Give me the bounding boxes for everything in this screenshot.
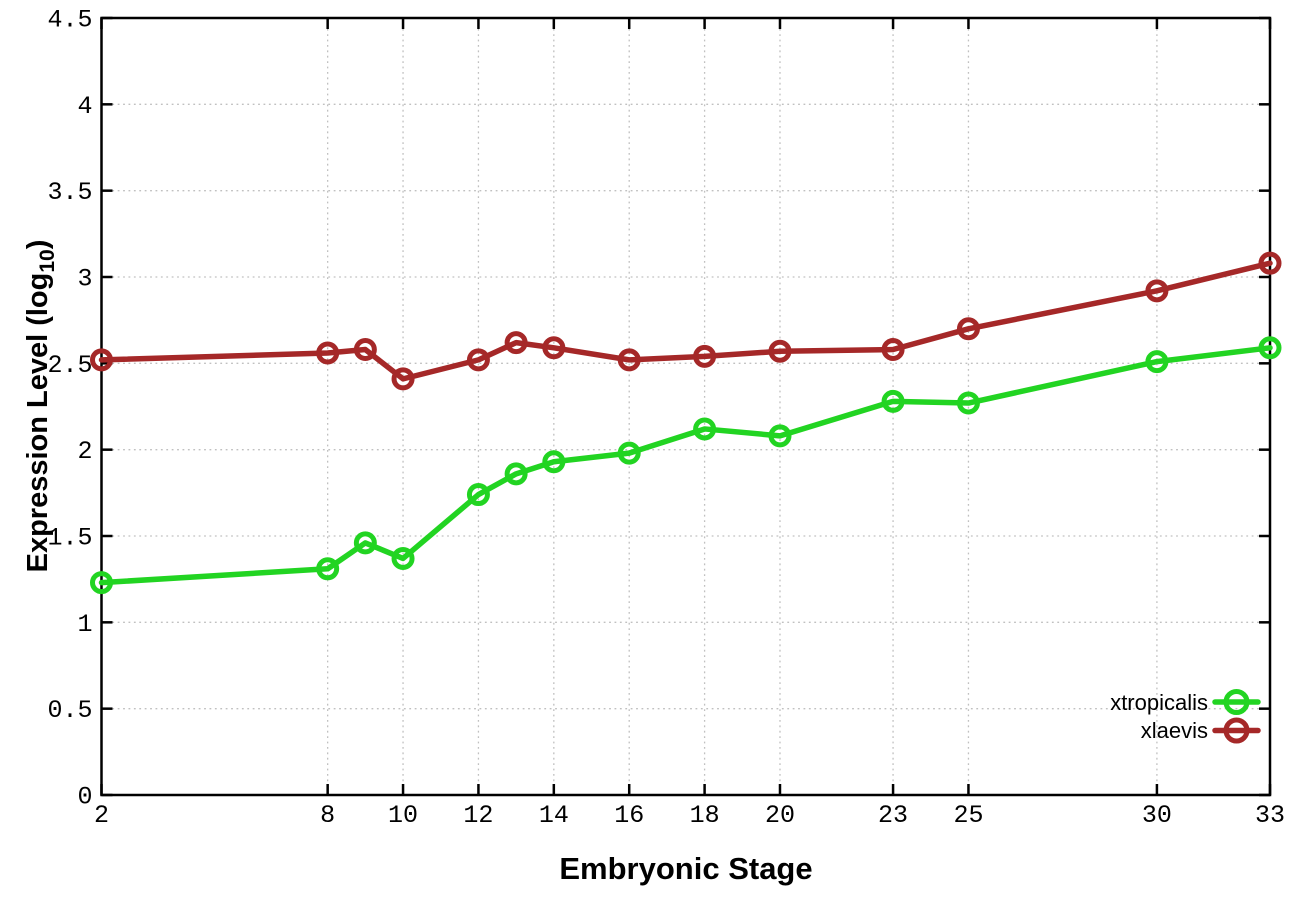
x-tick-label: 12: [463, 801, 493, 830]
data-point-xtropicalis: [956, 391, 980, 415]
y-tick-label: 4: [77, 92, 92, 121]
x-tick-label: 25: [953, 801, 983, 830]
data-point-xlaevis: [542, 336, 566, 360]
data-point-xlaevis: [617, 348, 641, 372]
y-tick-label: 1: [77, 610, 92, 639]
data-point-xtropicalis: [693, 417, 717, 441]
data-point-xtropicalis: [353, 531, 377, 555]
legend-marker-xlaevis: [1223, 717, 1250, 744]
plot-generated-layer: 2 8 10 12 14 16 18 20 23 25 30 33 0 0.5 1 1.5 2 2.5 3 3.5 4 4…: [47, 6, 1285, 831]
y-tick-label: 2.5: [47, 351, 92, 380]
data-point-xtropicalis: [504, 462, 528, 486]
y-axis-title-subscript: 10: [36, 249, 59, 272]
data-point-xlaevis: [466, 348, 490, 372]
legend-label-xlaevis: xlaevis: [1141, 718, 1208, 743]
data-point-xlaevis: [1145, 279, 1169, 303]
data-point-xlaevis: [504, 331, 528, 355]
data-point-xlaevis: [956, 317, 980, 341]
x-tick-label: 20: [765, 801, 795, 830]
y-tick-label: 3.5: [47, 178, 92, 207]
x-tick-label: 18: [690, 801, 720, 830]
data-point-xlaevis: [693, 344, 717, 368]
data-point-xlaevis: [1258, 251, 1282, 275]
data-point-xlaevis: [881, 338, 905, 362]
data-point-xtropicalis: [542, 450, 566, 474]
data-point-xlaevis: [768, 339, 792, 363]
data-point-xtropicalis: [1258, 336, 1282, 360]
data-point-xtropicalis: [466, 483, 490, 507]
data-point-xlaevis: [316, 341, 340, 365]
data-point-xtropicalis: [316, 557, 340, 581]
y-tick-label: 1.5: [47, 524, 92, 553]
data-point-xlaevis: [90, 348, 113, 372]
x-tick-label: 16: [614, 801, 644, 830]
y-tick-label: 0: [77, 783, 92, 812]
y-axis-title-post: ): [22, 240, 54, 250]
y-axis-title-pre: Expression Level (log: [22, 273, 54, 573]
data-point-xlaevis: [391, 367, 415, 391]
x-tick-label: 8: [320, 801, 335, 830]
x-tick-label: 10: [388, 801, 418, 830]
y-tick-label: 4.5: [47, 6, 92, 35]
series-line-xlaevis: [98, 260, 1273, 382]
x-tick-label: 33: [1255, 801, 1285, 830]
y-tick-label: 2: [77, 437, 92, 466]
data-point-xtropicalis: [1145, 350, 1169, 374]
y-tick-label: 3: [77, 265, 92, 294]
series-line-xtropicalis: [98, 345, 1273, 586]
y-axis-title: Expression Level (log10): [22, 240, 59, 573]
data-point-xtropicalis: [617, 441, 641, 465]
data-point-xtropicalis: [768, 424, 792, 448]
x-tick-label: 30: [1142, 801, 1172, 830]
data-point-xlaevis: [353, 338, 377, 362]
y-tick-label: 0.5: [47, 696, 92, 725]
x-tick-label: 2: [94, 801, 109, 830]
data-point-xtropicalis: [881, 389, 905, 413]
x-tick-label: 14: [539, 801, 569, 830]
x-tick-label: 23: [878, 801, 908, 830]
x-axis-title: Embryonic Stage: [559, 851, 812, 886]
data-point-xtropicalis: [391, 546, 415, 570]
legend-marker-xtropicalis: [1223, 689, 1250, 715]
plot-border: [100, 16, 1272, 797]
data-point-xtropicalis: [90, 571, 113, 595]
legend-label-xtropicalis: xtropicalis: [1110, 690, 1208, 715]
